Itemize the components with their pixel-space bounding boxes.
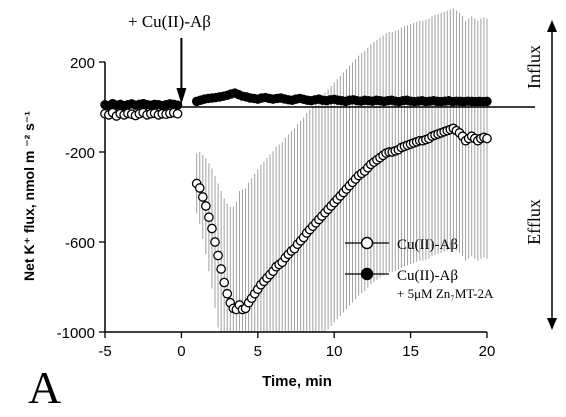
efflux-label: Efflux <box>524 199 544 245</box>
y-tick-label: -1000 <box>57 325 95 342</box>
panel-label: A <box>28 362 61 413</box>
legend-marker-filled <box>360 267 374 281</box>
influx-label: Influx <box>524 45 544 89</box>
legend: Cu(II)-Aβ Cu(II)-Aβ + 5μM Zn₇MT-2A <box>345 236 494 301</box>
point-open <box>213 250 223 261</box>
y-tick-label: 200 <box>70 55 95 72</box>
point-open <box>207 223 217 234</box>
annotation-arrow-head <box>176 88 187 104</box>
point-open <box>204 212 214 223</box>
x-tick-label: 0 <box>177 343 185 360</box>
x-tick-label: -5 <box>98 343 111 360</box>
legend-label-filled: Cu(II)-Aβ + 5μM Zn₇MT-2A <box>397 268 494 301</box>
y-tick-label: -200 <box>65 145 95 162</box>
x-tick-label: 15 <box>402 343 419 360</box>
y-tick-label: -600 <box>65 235 95 252</box>
point-open <box>172 108 183 119</box>
x-ticks: -5 0 5 10 15 20 <box>98 332 495 360</box>
x-axis-label: Time, min <box>262 373 332 390</box>
point-open <box>219 277 230 288</box>
legend-label-open: Cu(II)-Aβ <box>397 237 458 253</box>
point-open <box>210 237 220 247</box>
x-tick-label: 5 <box>254 343 262 360</box>
y-ticks: 200 -200 -600 -1000 <box>57 55 105 342</box>
efflux-arrow-head <box>547 318 557 330</box>
y-axis-label: Net K⁺ flux, nmol m ⁻² s⁻¹ <box>21 111 37 281</box>
point-open <box>216 264 226 274</box>
data-series <box>100 88 492 315</box>
x-tick-label: 20 <box>479 343 496 360</box>
point-open <box>222 288 233 299</box>
treatment-annotation: + Cu(II)-Aβ <box>128 12 211 31</box>
influx-arrow-head <box>547 20 557 32</box>
legend-marker-open <box>360 236 374 250</box>
point-open <box>200 201 211 211</box>
point-filled <box>482 96 492 107</box>
point-open <box>197 192 208 202</box>
x-tick-label: 10 <box>326 343 343 360</box>
point-open <box>194 183 205 193</box>
point-open <box>482 133 492 144</box>
